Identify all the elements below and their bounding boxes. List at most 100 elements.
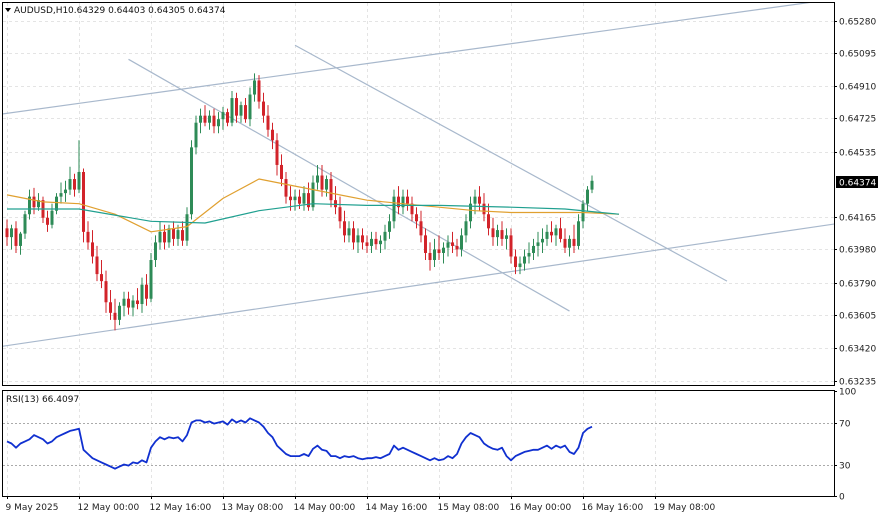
candle-body <box>266 115 270 130</box>
candle-body <box>527 252 531 257</box>
candle-body <box>356 235 360 243</box>
candle-body <box>509 235 513 257</box>
price-tick-label: 0.64725 <box>839 115 876 125</box>
rsi-tick-label: 100 <box>839 388 856 398</box>
candle-body <box>208 115 211 123</box>
candle-body <box>91 242 94 257</box>
time-tick-label: 13 May 08:00 <box>222 503 284 513</box>
candle-body <box>442 247 445 253</box>
time-tick-label: 16 May 00:00 <box>510 503 572 513</box>
candle-body <box>230 98 234 123</box>
candle-body <box>428 252 432 261</box>
candle-body <box>289 196 292 201</box>
current-price-tag <box>836 176 878 188</box>
candle-body <box>95 256 99 275</box>
candle-body <box>424 235 427 253</box>
rsi-tick-label: 0 <box>839 493 845 503</box>
main-plot-frame <box>2 2 835 386</box>
time-tick-label: 15 May 08:00 <box>438 503 500 513</box>
candle-body <box>320 175 324 190</box>
candle-body <box>176 230 180 239</box>
candle-body <box>122 298 126 306</box>
candle-body <box>482 203 486 215</box>
candle-body <box>55 196 58 211</box>
candle-body <box>262 101 265 116</box>
candle-body <box>248 94 252 120</box>
candle-body <box>77 171 81 190</box>
candle-body <box>374 238 378 245</box>
candle-body <box>536 242 540 246</box>
candle-body <box>19 233 22 246</box>
candle-body <box>311 182 315 208</box>
candle-body <box>478 196 481 204</box>
candle-body <box>383 231 387 241</box>
candle-body <box>163 231 166 243</box>
candle-body <box>491 228 495 238</box>
candle-body <box>316 175 319 183</box>
candle-body <box>203 115 207 123</box>
candle-body <box>5 228 9 238</box>
candle-body <box>181 230 184 241</box>
candle-body <box>59 193 63 197</box>
rsi-tick-label: 70 <box>839 420 851 430</box>
dropdown-triangle-icon[interactable] <box>5 8 11 12</box>
candle-body <box>334 200 337 208</box>
candle-body <box>406 196 409 204</box>
candle-body <box>68 179 72 190</box>
candle-body <box>518 263 522 268</box>
candle-body <box>541 238 544 243</box>
rsi-line <box>6 417 593 470</box>
candle-body <box>410 203 414 215</box>
candle-body <box>194 122 198 148</box>
candle-body <box>109 302 112 313</box>
candle-body <box>415 214 418 222</box>
candle-body <box>352 228 355 243</box>
time-tick-label: 19 May 08:00 <box>654 503 716 513</box>
time-tick-label: 12 May 16:00 <box>150 503 212 513</box>
candle-body <box>226 112 229 123</box>
candle-body <box>590 180 594 190</box>
candle-body <box>307 193 310 208</box>
candle-body <box>257 80 261 102</box>
candle-body <box>433 249 436 261</box>
candle-body <box>271 129 274 141</box>
candle-body <box>338 207 342 222</box>
rsi-label: RSI(13) 66.4097 <box>6 395 79 405</box>
candle-body <box>388 221 391 232</box>
candle-body <box>64 189 67 194</box>
candle-body <box>221 112 225 120</box>
rsi-plot-frame <box>2 390 835 497</box>
ma-slow-line <box>6 178 620 233</box>
candle-body <box>46 217 49 225</box>
trendline <box>3 223 834 347</box>
candle-body <box>460 235 463 250</box>
time-axis: 9 May 2025 12 May 00:00 12 May 16:00 13 May… <box>6 496 716 513</box>
candle-body <box>32 196 36 208</box>
moving-averages <box>6 178 620 233</box>
ohlc-values: 0.64329 0.64403 0.64305 0.64374 <box>68 6 226 16</box>
candle-body <box>550 231 553 236</box>
time-tick-label: 12 May 00:00 <box>78 503 140 513</box>
price-tick-label: 0.64535 <box>839 149 876 159</box>
candle-body <box>473 196 477 204</box>
candle-body <box>302 193 306 204</box>
price-tick-label: 0.63605 <box>839 312 876 322</box>
candle-body <box>401 196 405 208</box>
candle-body <box>343 221 346 236</box>
candle-body <box>23 214 27 234</box>
time-tick-label: 9 May 2025 <box>6 503 59 513</box>
candle-body <box>347 228 351 236</box>
candle-body <box>451 242 454 246</box>
candle-body <box>140 284 144 305</box>
candle-body <box>370 238 373 246</box>
price-tick-label: 0.63420 <box>839 345 876 355</box>
trendline <box>294 44 728 282</box>
candle-body <box>100 274 103 282</box>
candle-body <box>50 210 54 225</box>
time-tick-label: 16 May 16:00 <box>582 503 644 513</box>
ma-fast-line <box>7 203 620 224</box>
candle-body <box>563 238 567 248</box>
candle-body <box>325 179 328 190</box>
candle-body <box>199 115 202 123</box>
